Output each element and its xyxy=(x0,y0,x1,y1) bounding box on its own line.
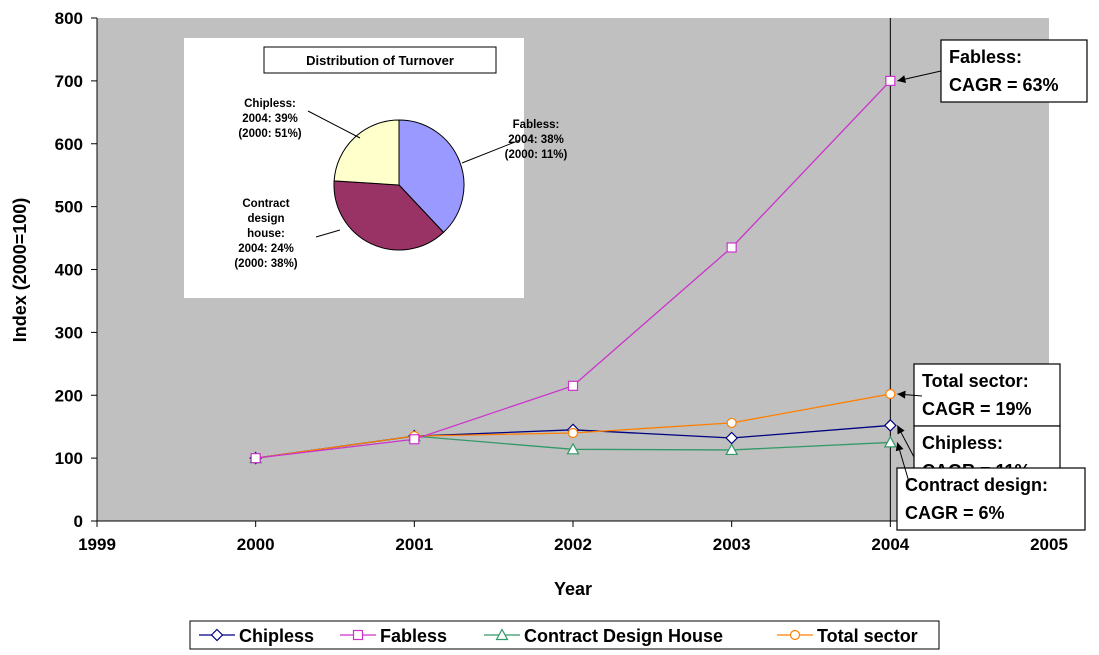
callout-text: Total sector: xyxy=(922,371,1029,391)
legend-marker xyxy=(495,628,509,641)
pie-label-contract-design-house: Contract design house: 2004: 24% (2000: 38%) xyxy=(234,198,341,270)
pie-label-text: 2004: 39% xyxy=(242,113,298,125)
data-point-total-sector xyxy=(567,427,579,439)
y-tick-label: 0 xyxy=(74,512,83,531)
inset-pie-title: Distribution of Turnover xyxy=(306,53,454,68)
data-point-fabless xyxy=(726,242,737,253)
callout-text: CAGR = 6% xyxy=(905,503,1005,523)
y-tick-label: 700 xyxy=(55,72,83,91)
x-tick-label: 2001 xyxy=(395,535,433,554)
callout-total-sector: Total sector: CAGR = 19% xyxy=(897,363,1061,427)
pie-label-text: 2004: 38% xyxy=(508,134,564,146)
y-tick-label: 600 xyxy=(55,135,83,154)
callout-text: Chipless: xyxy=(922,433,1003,453)
data-point-contract-design-house xyxy=(725,443,739,456)
legend-label: Fabless xyxy=(380,626,447,646)
data-point-fabless xyxy=(409,434,420,445)
cagr-callouts: Fabless: CAGR = 63% Total sector: CAGR = 19… xyxy=(895,39,1088,531)
y-tick-label: 400 xyxy=(55,261,83,280)
x-tick-label: 1999 xyxy=(78,535,116,554)
pie-leader-line xyxy=(307,110,361,139)
callout-text: Contract design: xyxy=(905,475,1048,495)
legend-item-fabless: Fabless xyxy=(340,626,447,646)
data-point-contract-design-house xyxy=(883,435,897,448)
legend-item-contract-design-house: Contract Design House xyxy=(484,626,723,646)
data-point-chipless xyxy=(883,419,897,432)
x-tick-label: 2003 xyxy=(713,535,751,554)
x-tick-label: 2002 xyxy=(554,535,592,554)
pie-label-chipless: Chipless: 2004: 39% (2000: 51%) xyxy=(238,98,361,140)
axes: 0 100 200 300 400 500 600 700 800 1999 2000 2001 200… xyxy=(55,9,1068,554)
pie-label-fabless: Fabless: 2004: 38% (2000: 11%) xyxy=(461,119,568,164)
legend-box xyxy=(189,620,940,650)
pie-label-text: Fabless: xyxy=(513,119,560,131)
callout-text: CAGR = 63% xyxy=(949,75,1059,95)
pie-slice-contract-design-house xyxy=(333,180,445,251)
callout-contract-design-house: Contract design: CAGR = 6% xyxy=(895,442,1086,531)
legend-label: Contract Design House xyxy=(524,626,723,646)
callout-arrowhead xyxy=(897,390,906,399)
callout-text: CAGR = 19% xyxy=(922,399,1032,419)
pie-label-text: Contract xyxy=(242,198,289,210)
legend-label: Chipless xyxy=(239,626,314,646)
pie-leader-line xyxy=(315,229,341,238)
y-tick-label: 800 xyxy=(55,9,83,28)
callout-fabless: Fabless: CAGR = 63% xyxy=(897,39,1088,103)
callout-text: Fabless: xyxy=(949,47,1022,67)
pie-label-text: 2004: 24% xyxy=(238,243,294,255)
x-tick-label: 2004 xyxy=(871,535,909,554)
data-point-chipless xyxy=(725,431,739,445)
data-point-fabless xyxy=(885,75,896,86)
callout-arrowhead xyxy=(895,442,904,452)
callout-box xyxy=(896,467,1086,531)
pie-leader-line xyxy=(461,139,521,164)
callout-arrowhead xyxy=(897,75,907,84)
pie-label-text: (2000: 51%) xyxy=(238,128,301,140)
legend-marker xyxy=(352,629,364,641)
y-tick-label: 200 xyxy=(55,386,83,405)
x-tick-label: 2000 xyxy=(237,535,275,554)
pie-label-text: (2000: 38%) xyxy=(234,258,297,270)
data-point-fabless xyxy=(567,380,579,391)
legend-item-chipless: Chipless xyxy=(199,626,314,646)
data-point-fabless xyxy=(250,453,261,464)
pie-label-text: Chipless: xyxy=(244,98,296,110)
pie-slice-chipless xyxy=(333,119,400,186)
pie-slice-fabless xyxy=(398,119,465,234)
x-axis-label: Year xyxy=(554,579,592,599)
y-axis-label: Index (2000=100) xyxy=(10,198,30,343)
pie-label-text: house: xyxy=(247,228,285,240)
legend: Chipless Fabless Contract Design House Tota… xyxy=(189,620,940,650)
legend-marker xyxy=(210,628,224,642)
inset-pie-panel: Distribution of Turnover Fabless: 2004: 38… xyxy=(184,38,567,298)
y-tick-label: 300 xyxy=(55,323,83,342)
callout-box xyxy=(940,39,1088,103)
callout-arrowhead xyxy=(897,425,905,435)
pie-label-text: (2000: 11%) xyxy=(505,149,568,161)
data-point-total-sector xyxy=(726,417,737,429)
pie-label-text: design xyxy=(247,213,284,225)
legend-marker xyxy=(789,629,801,641)
data-point-contract-design-house xyxy=(566,442,580,455)
data-point-total-sector xyxy=(885,388,896,400)
y-tick-label: 500 xyxy=(55,198,83,217)
y-tick-label: 100 xyxy=(55,449,83,468)
inset-title-box xyxy=(263,46,497,74)
legend-item-total-sector: Total sector xyxy=(777,626,918,646)
legend-label: Total sector xyxy=(817,626,918,646)
x-tick-label: 2005 xyxy=(1030,535,1068,554)
series-marks xyxy=(249,75,897,465)
